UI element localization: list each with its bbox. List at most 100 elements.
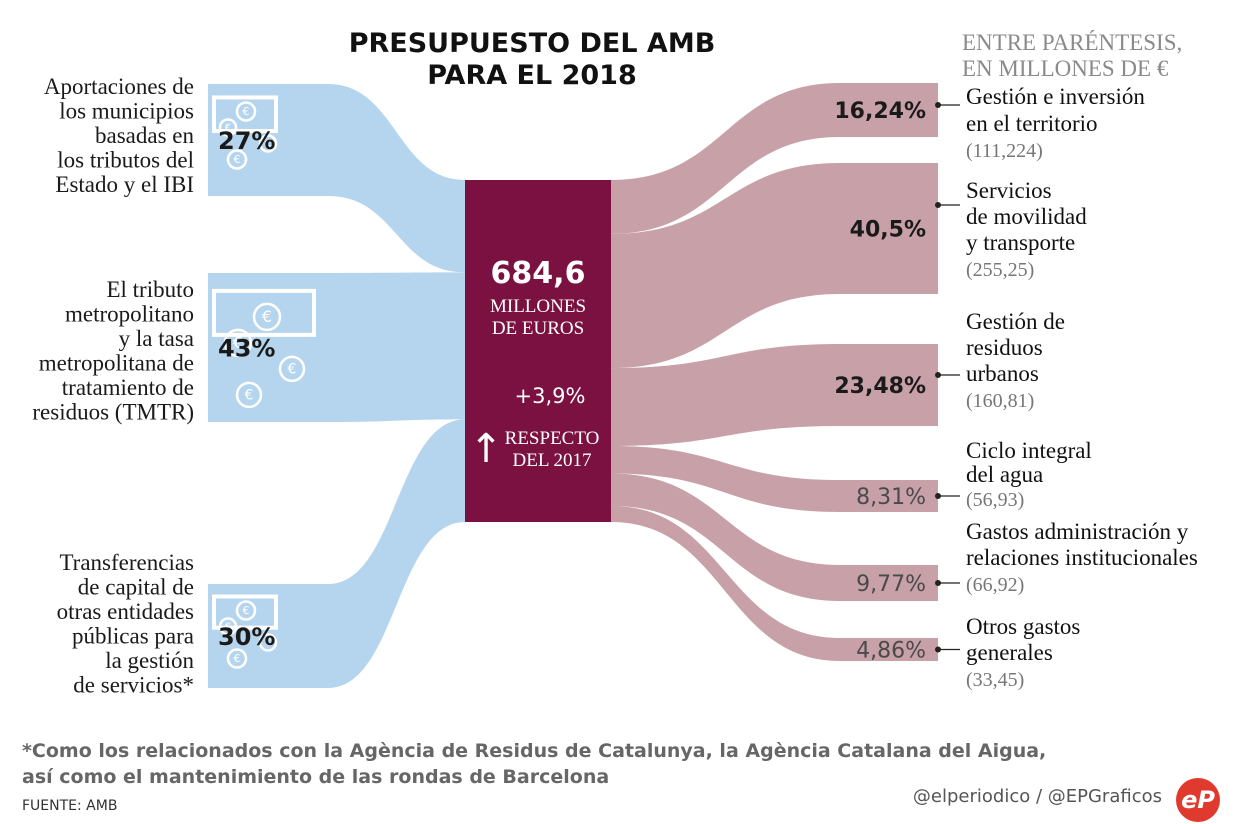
coin-icon [235,600,257,621]
euro-icon: € [243,105,250,118]
banknote-icon [212,594,278,630]
unit-note-line: EN MILLONES DE € [962,56,1169,81]
change-value: +3,9% [515,384,586,408]
source-label-line: de servicios* [73,673,194,698]
destination-percent-label: 8,31% [856,485,926,510]
logo-text: eP [1181,786,1215,814]
outflow-layer [611,83,938,661]
coin-icon [252,302,282,332]
source-label-line: de capital de [78,575,194,600]
chart-title-line: PRESUPUESTO DEL AMB [349,28,716,59]
coin-icon [218,118,238,137]
euro-icon: € [245,388,254,404]
euro-icon: € [234,153,241,166]
source-label-line: Transferencias [59,550,194,575]
destination-amount: (111,224) [966,140,1043,162]
source-label-line: la gestión [105,648,194,673]
leader-dot [935,493,941,499]
source-percent-label: 43% [218,335,275,363]
coin-icon [226,149,248,170]
euro-icon: € [225,123,231,134]
source-label-line: basadas en [95,123,194,148]
coin-icon [223,328,253,358]
unit-note-line: ENTRE PARÉNTESIS, [962,30,1182,55]
destination-percent-label: 9,77% [856,572,926,597]
destination-label-line: Servicios [966,178,1052,203]
euro-icon: € [265,638,271,649]
source-label-line: y la tasa [119,326,194,351]
destination-label-line: Otros gastos [966,614,1080,639]
destination-percent-label: 23,48% [834,374,926,399]
coin-icon [235,381,263,409]
destination-percent-label: 4,86% [856,639,926,664]
leader-dot [935,580,941,586]
destination-label-line: y transporte [966,230,1075,255]
total-budget-box [465,180,611,522]
coin-icon [218,617,238,636]
destination-label-line: del agua [966,462,1043,487]
money-icons-layer: € € € € € € € € € € € € [212,95,316,669]
footnote-line: *Como los relacionados con la Agència de… [22,740,1046,762]
destination-label-line: en el territorio [966,111,1098,136]
destination-label-line: Ciclo integral [966,438,1092,463]
source-label-line: los tributos del [57,148,194,173]
credit-text: @elperiodico / @EPGraficos [913,786,1162,807]
outflow-band-4 [611,445,938,512]
total-value: 684,6 [491,256,586,291]
euro-icon: € [234,652,241,665]
euro-icon: € [265,139,271,150]
outflow-band-1 [611,83,938,234]
destination-label-line: Gestión de [966,309,1065,334]
outflow-band-5 [611,473,938,601]
source-label-line: otras entidades [57,599,194,624]
change-note-line: DEL 2017 [513,450,592,471]
inflow-band-3 [208,419,465,688]
destination-amount: (56,93) [966,489,1024,511]
destination-amount: (160,81) [966,390,1034,412]
source-label-line: tratamiento de [62,375,194,400]
destination-amount: (66,92) [966,574,1024,596]
elperiodico-logo-icon [1176,778,1220,822]
change-arrow-icon: ↑ [469,426,503,472]
destination-percent-label: 40,5% [850,218,926,243]
leader-dot [935,372,941,378]
destination-label-line: Gastos administración y [966,519,1189,544]
coin-icon [258,134,278,153]
destination-label-line: Gestión e inversión [966,84,1145,109]
chart-title-line: PARA EL 2018 [427,60,637,91]
source-label-line: públicas para [72,624,194,649]
euro-icon: € [288,362,297,378]
euro-icon: € [233,333,243,352]
source-label-line: El tributo [106,277,194,302]
total-unit-line: DE EUROS [492,318,584,339]
banknote-icon [212,288,316,337]
coin-icon [226,648,248,669]
destination-label-line: urbanos [966,361,1039,386]
coin-icon [235,101,257,122]
total-unit-line: MILLONES [490,296,586,317]
leader-dot [935,646,941,653]
coin-icon [258,633,278,652]
destination-label-line: generales [966,640,1053,665]
destination-label-line: residuos [966,335,1043,360]
outflow-band-2 [611,163,938,369]
change-note-line: RESPECTO [505,428,600,449]
source-note: FUENTE: AMB [22,798,117,814]
leader-dot [935,202,941,208]
euro-icon: € [262,307,272,326]
euro-icon: € [243,604,250,617]
source-label-line: residuos (TMTR) [32,400,194,425]
footnote-line: así como el mantenimiento de las rondas … [22,766,609,788]
inflow-band-2 [208,272,465,422]
euro-icon: € [225,622,231,633]
source-label-line: Estado y el IBI [55,172,194,197]
source-percent-label: 30% [218,623,275,651]
destination-percent-label: 16,24% [834,99,926,124]
source-label-line: Aportaciones de [44,74,194,99]
leader-dot [935,102,941,108]
source-percent-label: 27% [218,127,275,155]
destination-label-line: de movilidad [966,204,1087,229]
destination-label-line: relaciones institucionales [966,545,1198,570]
